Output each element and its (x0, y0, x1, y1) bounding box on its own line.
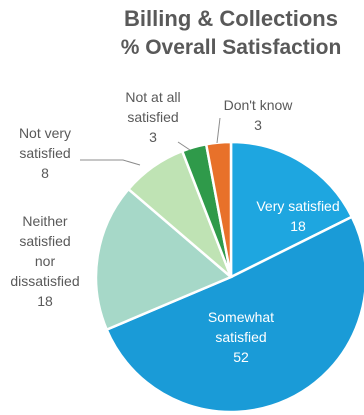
slice-label-1: Somewhat satisfied 52 (208, 309, 274, 365)
pie-slice-5 (204, 140, 233, 278)
slice-label-2: Neither satisfied nor dissatisfied 18 (10, 213, 79, 309)
leader-line-4 (177, 141, 191, 151)
pie-slice-1 (105, 215, 364, 414)
chart-title: Billing & Collections (124, 6, 338, 31)
leader-line-5 (216, 117, 221, 144)
slice-label-5: Don't know 3 (224, 97, 294, 133)
leader-line-3 (80, 159, 141, 166)
pie-slice-0 (229, 140, 354, 280)
slice-label-3: Not very satisfied 8 (19, 125, 71, 181)
slice-label-4: Not at all satisfied 3 (125, 89, 180, 145)
slice-label-0: Very satisfied 18 (256, 198, 339, 234)
chart-subtitle: % Overall Satisfaction (120, 36, 342, 59)
pie-slice-2 (94, 187, 234, 332)
